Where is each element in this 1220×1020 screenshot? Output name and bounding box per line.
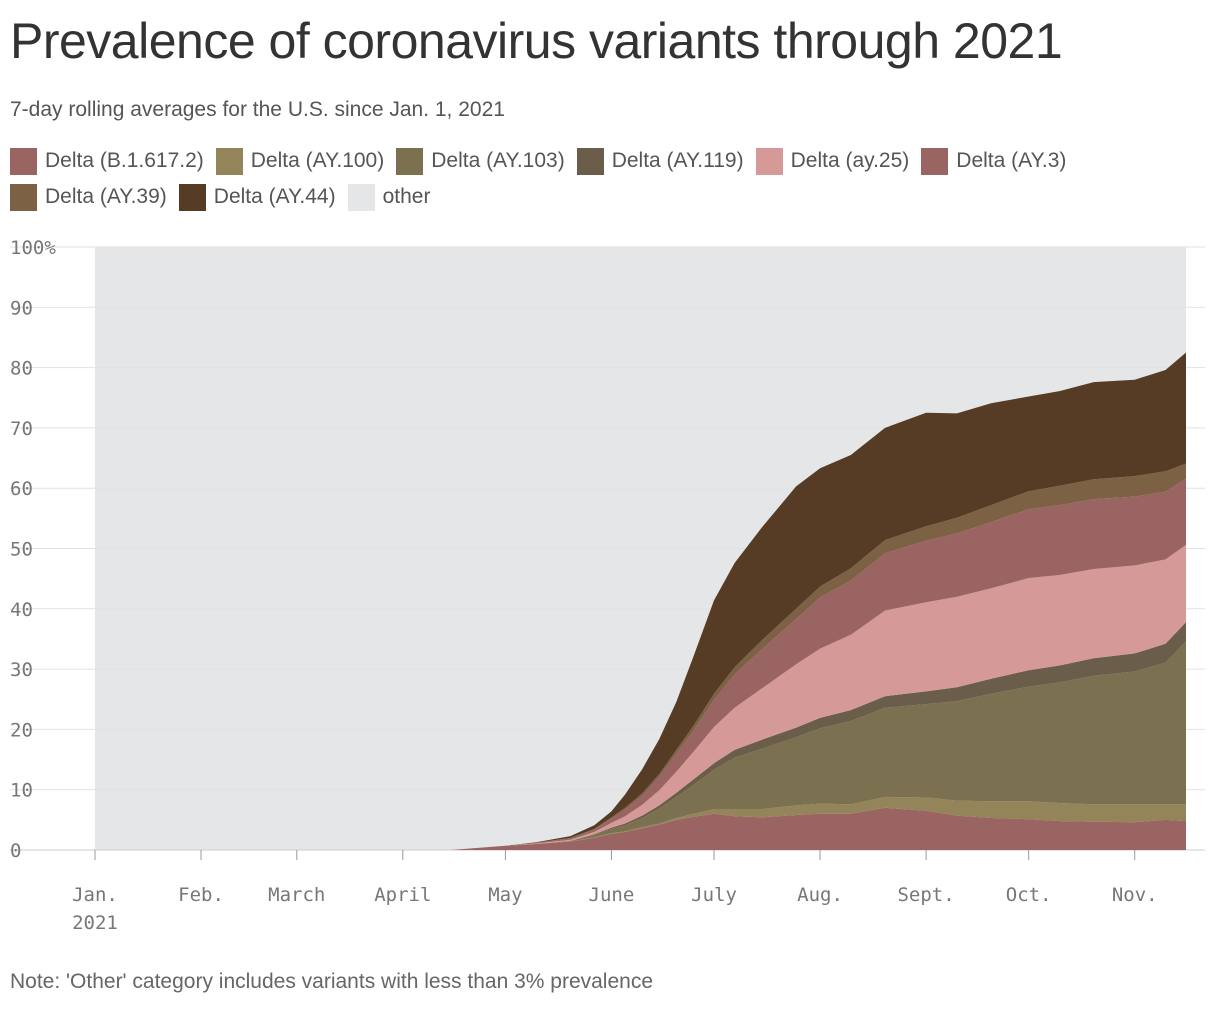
legend-swatch — [347, 183, 375, 211]
legend-swatch — [755, 147, 783, 175]
x-tick-label: April — [374, 884, 431, 906]
legend-item: Delta (AY.3) — [921, 146, 1066, 176]
legend-label: Delta (AY.103) — [431, 149, 565, 172]
chart-note: Note: 'Other' category includes variants… — [10, 970, 654, 993]
legend-label: Delta (AY.44) — [213, 185, 336, 208]
x-tick-label: Sept. — [897, 884, 954, 906]
legend-label: other — [382, 185, 431, 208]
y-tick-label: 100% — [10, 237, 56, 259]
y-tick-label: 80 — [10, 358, 33, 380]
y-tick-label: 20 — [10, 719, 33, 741]
y-tick-label: 40 — [10, 599, 33, 621]
x-tick-label: July — [691, 884, 737, 906]
chart-title: Prevalence of coronavirus variants throu… — [10, 13, 1063, 69]
legend-item: Delta (AY.39) — [10, 182, 167, 212]
legend-swatch — [215, 147, 243, 175]
legend-label: Delta (B.1.617.2) — [45, 149, 204, 172]
x-tick-label: Feb. — [178, 884, 224, 906]
legend-item: Delta (AY.103) — [396, 146, 565, 176]
y-tick-label: 70 — [10, 418, 33, 440]
legend: Delta (B.1.617.2) Delta (AY.100) Delta (AY… — [10, 146, 1210, 212]
y-tick-label: 50 — [10, 539, 33, 561]
x-tick-label: June — [589, 884, 635, 906]
area-delta-ay-25 — [95, 544, 1186, 850]
area-delta-ay-103 — [95, 641, 1186, 850]
legend-item: Delta (B.1.617.2) — [10, 146, 204, 176]
legend-label: Delta (AY.39) — [45, 185, 167, 208]
stacked-area-chart: 0 10 20 30 40 50 60 70 80 90 100% Jan. 2021 Feb. March… — [10, 237, 1205, 934]
legend-item: Delta (AY.44) — [178, 182, 336, 212]
y-tick-label: 60 — [10, 478, 33, 500]
y-tick-label: 30 — [10, 659, 33, 681]
x-tick-label: March — [268, 884, 325, 906]
x-tick-sublabel: 2021 — [72, 912, 118, 934]
x-tick-label: May — [488, 884, 522, 906]
legend-label: Delta (AY.100) — [250, 149, 385, 172]
legend-label: Delta (AY.119) — [611, 149, 744, 172]
legend-label: Delta (ay.25) — [790, 149, 910, 172]
area-delta-ay-44 — [95, 352, 1186, 850]
legend-swatch — [921, 147, 949, 175]
legend-item: Delta (AY.100) — [215, 146, 385, 176]
legend-swatch — [10, 147, 37, 175]
y-tick-label: 10 — [10, 780, 33, 802]
y-tick-label: 90 — [10, 297, 33, 319]
legend-label: Delta (AY.3) — [956, 149, 1067, 172]
legend-item: Delta (ay.25) — [755, 146, 910, 176]
legend-swatch — [10, 183, 37, 211]
area-delta-b-1-617-2 — [95, 807, 1186, 850]
x-tick-label: Aug. — [797, 884, 843, 906]
x-tick-label: Jan. — [72, 884, 118, 906]
chart-subtitle: 7-day rolling averages for the U.S. sinc… — [10, 98, 505, 121]
area-delta-ay-3 — [95, 478, 1186, 850]
y-tick-label: 0 — [10, 840, 21, 862]
x-tick-label: Oct. — [1006, 884, 1052, 906]
legend-swatch — [576, 147, 604, 175]
x-tick-label: Nov. — [1112, 884, 1158, 906]
legend-swatch — [396, 147, 424, 175]
legend-swatch — [178, 183, 206, 211]
legend-item: other — [347, 182, 431, 212]
legend-item: Delta (AY.119) — [576, 146, 744, 176]
